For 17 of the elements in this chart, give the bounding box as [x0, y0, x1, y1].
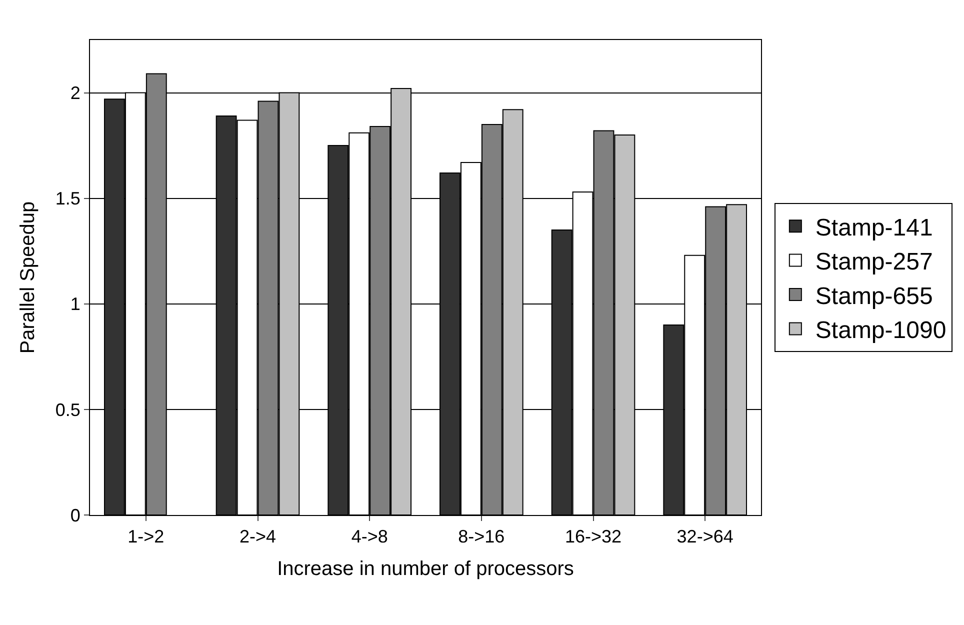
legend-label: Stamp-655: [815, 282, 933, 310]
x-tick-label: 4->8: [351, 526, 388, 547]
legend-label: Stamp-1090: [815, 317, 946, 344]
y-tick-label: 1.5: [55, 188, 80, 209]
x-axis-title: Increase in number of processors: [277, 558, 574, 580]
y-tick-label: 0.5: [55, 400, 80, 420]
x-tick-label: 32->64: [676, 526, 734, 547]
y-axis-title: Parallel Speedup: [16, 201, 39, 354]
y-tick-label: 0: [70, 505, 80, 526]
x-tick-label: 16->32: [564, 526, 622, 547]
x-tick-label: 1->2: [128, 526, 164, 547]
y-tick-label: 2: [70, 83, 80, 104]
legend-label: Stamp-257: [815, 248, 933, 276]
x-tick-label: 2->4: [239, 526, 276, 547]
legend-label: Stamp-141: [815, 214, 933, 242]
x-tick-label: 8->16: [458, 526, 505, 547]
y-tick-label: 1: [70, 294, 80, 314]
